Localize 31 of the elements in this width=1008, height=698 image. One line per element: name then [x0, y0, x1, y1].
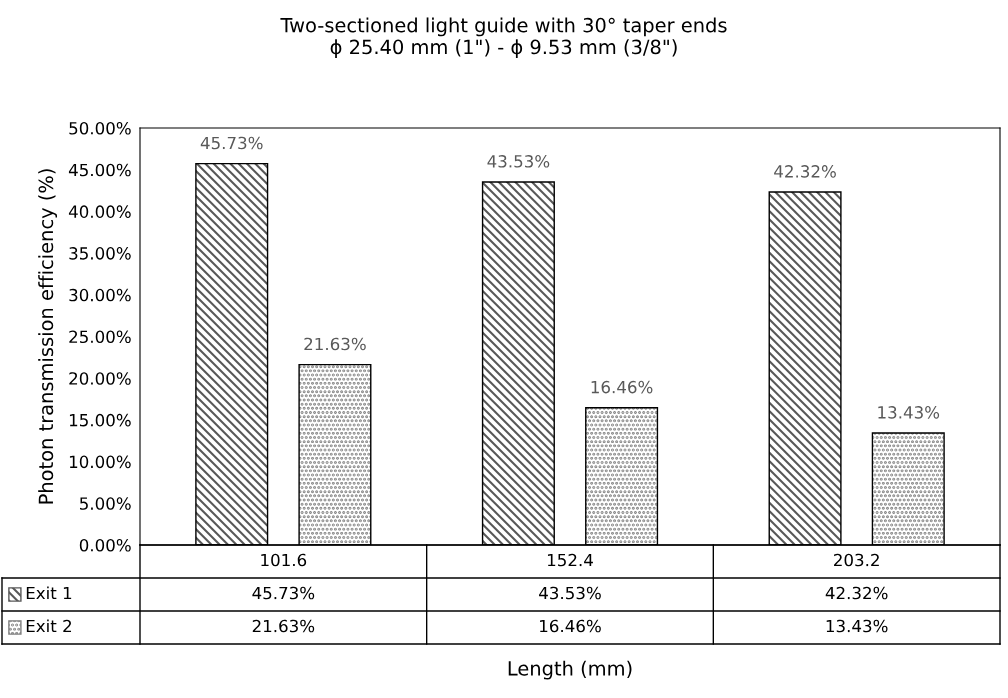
- x-tick-label: 203.2: [834, 553, 879, 567]
- text: 21.63%: [304, 337, 366, 351]
- y-tick-label: 20.00%: [69, 372, 131, 385]
- text: 13.43%: [878, 406, 940, 419]
- data-label: 43.53%: [539, 586, 601, 600]
- text: 16.46%: [591, 380, 653, 394]
- text: 42.32%: [774, 165, 836, 178]
- x-axis-title: Length (mm): [508, 660, 632, 680]
- text: 43.53%: [487, 155, 550, 168]
- y-tick-label: 45.00%: [68, 163, 131, 177]
- legend-label: Exit 2: [26, 619, 72, 633]
- x-tick-label: 101.6: [261, 553, 307, 567]
- y-tick-label: 5.00%: [80, 497, 131, 510]
- y-tick-label: 25.00%: [69, 330, 131, 344]
- data-label: 16.46%: [540, 619, 601, 633]
- legend-label: Exit 1: [26, 586, 72, 600]
- y-tick-label: 30.00%: [69, 288, 131, 302]
- data-label: 13.43%: [826, 619, 888, 633]
- data-label: 45.73%: [252, 586, 315, 600]
- data-label: 21.63%: [252, 619, 315, 633]
- y-tick-label: 0.00%: [79, 538, 131, 552]
- x-tick-label: 152.4: [547, 553, 593, 567]
- text: 45.73%: [200, 136, 263, 150]
- y-tick-label: 40.00%: [68, 205, 131, 218]
- y-tick-label: 10.00%: [69, 455, 131, 469]
- y-tick-label: 15.00%: [69, 413, 131, 427]
- y-axis-title: Photon transmission efficiency (%): [38, 169, 58, 504]
- y-tick-label: 50.00%: [69, 121, 131, 135]
- y-tick-label: 35.00%: [69, 247, 131, 260]
- chart-title: Two-sectioned light guide with 30° taper ends ϕ 25.40 mm (1") - ϕ 9.53 mm (3/8"): [280, 17, 727, 59]
- data-label: 42.32%: [825, 586, 888, 600]
